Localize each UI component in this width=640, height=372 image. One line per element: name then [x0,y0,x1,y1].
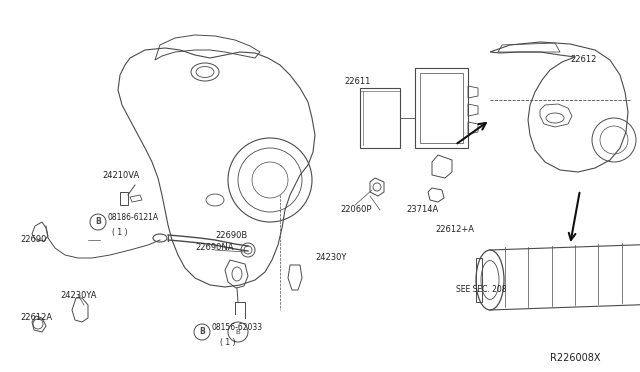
Text: SEE SEC. 208: SEE SEC. 208 [456,285,506,295]
Text: B: B [236,329,241,335]
Text: 24230Y: 24230Y [315,253,346,263]
Text: 08186-6121A: 08186-6121A [108,214,159,222]
Text: 24210VA: 24210VA [102,170,140,180]
Text: 22690: 22690 [20,235,46,244]
Text: 22611: 22611 [344,77,371,87]
Text: 22060P: 22060P [340,205,371,215]
Text: 24230YA: 24230YA [60,291,97,299]
Text: 23714A: 23714A [406,205,438,215]
Text: 22690B: 22690B [215,231,247,240]
Text: B: B [95,218,101,227]
Text: R226008X: R226008X [550,353,600,363]
Text: B: B [199,327,205,337]
Text: 22612: 22612 [570,55,596,64]
Text: ( 1 ): ( 1 ) [112,228,127,237]
Text: ( 1 ): ( 1 ) [220,337,236,346]
Text: 22612A: 22612A [20,314,52,323]
Text: 22690NA: 22690NA [195,244,234,253]
Text: 22612+A: 22612+A [435,225,474,234]
Text: 08156-62033: 08156-62033 [212,324,263,333]
